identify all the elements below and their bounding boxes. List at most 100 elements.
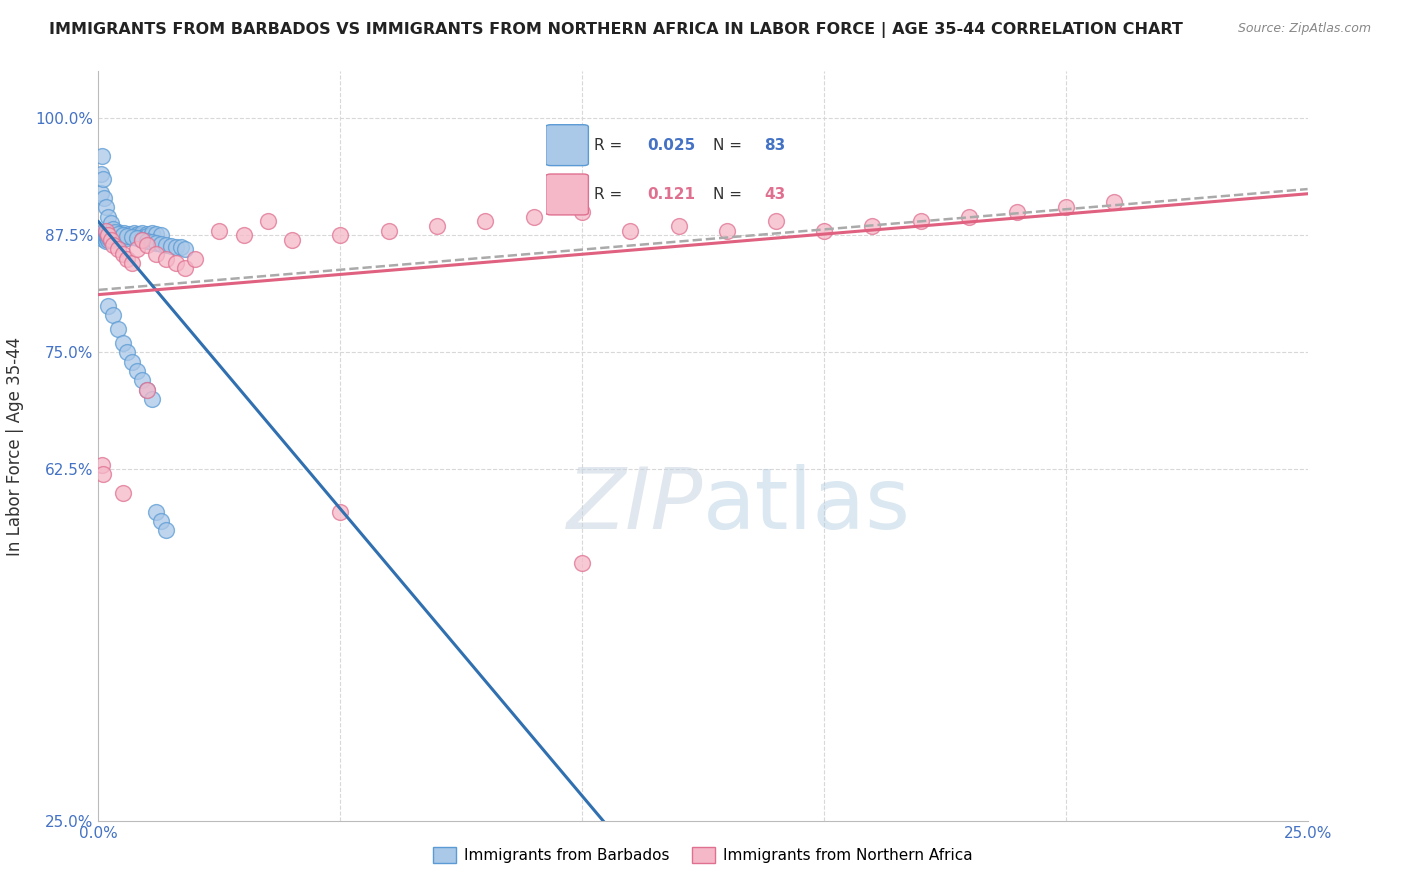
Point [97,298,120,313]
Text: atlas: atlas [703,465,911,548]
Point [160,238,183,252]
Text: ZIP: ZIP [567,465,703,548]
Point [111,486,134,500]
Point [141,392,163,407]
Point [145,505,167,519]
Point [1054,200,1077,214]
Point [571,205,593,219]
Point [121,256,143,270]
Point [98,229,121,244]
Point [765,214,787,228]
Point [127,227,149,242]
Point [135,383,157,397]
Point [107,243,129,257]
Point [1007,205,1029,219]
Point [127,364,149,378]
Point [121,228,143,243]
Point [107,232,129,246]
Point [94,234,117,248]
Point [93,191,115,205]
Point [97,233,120,247]
Y-axis label: In Labor Force | Age 35-44: In Labor Force | Age 35-44 [7,336,24,556]
Point [1102,195,1125,210]
Point [101,308,124,322]
Point [91,467,114,482]
Point [96,229,118,244]
Point [93,227,115,242]
Point [619,224,641,238]
Point [145,235,167,250]
Point [150,514,173,528]
Point [232,228,254,243]
Point [100,216,122,230]
Point [150,236,173,251]
Point [169,240,191,254]
Point [145,247,167,261]
Point [184,252,207,266]
Point [101,228,124,243]
Point [141,227,163,241]
Point [131,227,153,241]
Point [91,172,114,186]
Point [107,229,129,244]
Point [96,230,118,244]
Point [100,233,122,247]
Point [127,229,149,244]
Point [523,210,546,224]
Point [329,228,352,243]
Point [107,322,129,336]
Text: IMMIGRANTS FROM BARBADOS VS IMMIGRANTS FROM NORTHERN AFRICA IN LABOR FORCE | AGE: IMMIGRANTS FROM BARBADOS VS IMMIGRANTS F… [49,22,1182,38]
Point [101,221,124,235]
Point [107,226,129,240]
Point [131,374,153,388]
Point [474,214,496,228]
Point [100,227,122,241]
Point [103,227,125,242]
Point [117,231,139,245]
Point [135,237,157,252]
Point [716,224,738,238]
Point [94,231,117,245]
Point [90,186,112,201]
Point [91,226,114,240]
Point [910,214,932,228]
Point [94,224,117,238]
Point [860,219,883,233]
Point [97,227,120,242]
Point [208,224,231,238]
Point [96,227,118,241]
Point [155,237,177,252]
Point [121,355,143,369]
Point [165,256,187,270]
Point [121,230,143,244]
Point [117,229,139,244]
Point [155,523,177,537]
Point [104,231,127,245]
Point [98,231,121,245]
Point [571,556,593,570]
Point [117,345,139,359]
Point [112,227,135,241]
Point [165,239,187,253]
Point [377,224,399,238]
Point [141,235,163,249]
Point [101,237,124,252]
Point [957,210,980,224]
Point [122,227,145,241]
Point [97,210,120,224]
Point [93,230,115,244]
Point [118,227,141,242]
Legend: Immigrants from Barbados, Immigrants from Northern Africa: Immigrants from Barbados, Immigrants fro… [427,841,979,869]
Point [150,228,173,243]
Point [91,232,114,246]
Point [111,336,134,351]
Point [100,232,122,246]
Point [155,252,177,266]
Point [127,228,149,243]
Point [135,229,157,244]
Point [111,228,134,243]
Point [174,243,197,257]
Point [127,243,149,257]
Point [131,233,153,247]
Point [426,219,449,233]
